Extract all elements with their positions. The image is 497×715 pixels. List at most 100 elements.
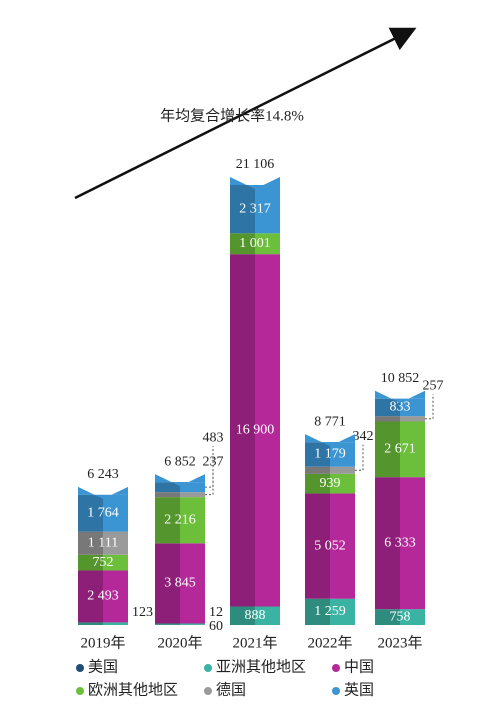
value-label: 16 900 — [236, 423, 275, 438]
bar-segment — [230, 233, 255, 255]
value-label: 1 179 — [314, 447, 346, 462]
value-label: 12 — [209, 605, 223, 620]
value-label: 123 — [132, 605, 153, 620]
bar-segment — [305, 442, 330, 467]
bar-segment — [230, 606, 255, 625]
x-tick-label: 2020年 — [157, 634, 202, 651]
value-label: 342 — [353, 429, 374, 444]
legend-label: 欧洲其他地区 — [88, 681, 178, 698]
x-tick-label: 2023年 — [377, 634, 422, 651]
bar-segment-face — [400, 398, 425, 417]
value-label: 2 317 — [239, 201, 271, 216]
value-label: 1 764 — [87, 505, 119, 520]
bar-segment-face — [180, 497, 205, 544]
legend-label: 中国 — [344, 658, 374, 675]
bar-segment-face — [330, 466, 355, 474]
bar-segment-face — [400, 609, 425, 625]
bar-segment-face — [330, 493, 355, 599]
bar-segment — [78, 570, 103, 623]
legend-swatch — [76, 687, 84, 695]
legend-label: 亚洲其他地区 — [216, 658, 306, 675]
total-label: 8 771 — [314, 414, 346, 429]
bar-segment-face — [180, 623, 205, 625]
value-label: 752 — [93, 555, 114, 570]
bar-top — [78, 486, 128, 499]
bar-segment — [375, 609, 400, 625]
bar-segment — [78, 554, 103, 571]
bar-segment-face — [103, 531, 128, 555]
bar-top — [375, 390, 425, 403]
bar-segment-face — [400, 416, 425, 422]
bar-segment-face — [330, 598, 355, 625]
value-label: 2 671 — [384, 442, 416, 457]
legend-swatch — [76, 664, 84, 672]
bar-segment — [78, 531, 103, 555]
value-label: 2 493 — [87, 589, 119, 604]
bar-segment-face — [330, 473, 355, 494]
leader-line — [205, 470, 214, 496]
bar-segment-face — [103, 622, 128, 625]
value-label: 483 — [203, 430, 224, 445]
bar-segment-face — [180, 543, 205, 624]
value-label: 758 — [390, 609, 411, 624]
value-label: 1 259 — [314, 604, 346, 619]
value-label: 1 111 — [88, 535, 118, 550]
bar-segment — [230, 185, 255, 234]
bar-segment-face — [400, 477, 425, 610]
bar-top — [230, 177, 280, 189]
bar-segment — [155, 492, 180, 498]
bar-segment-face — [400, 421, 425, 478]
value-label: 1 001 — [239, 236, 271, 251]
total-label: 6 852 — [164, 454, 196, 469]
bar-segment — [155, 623, 180, 625]
bar-top — [155, 474, 205, 487]
value-label: 2 216 — [164, 512, 196, 527]
annotation: 年均复合增长率14.8% — [160, 106, 304, 124]
bar-segment — [155, 497, 180, 544]
bar-segment-face — [180, 482, 205, 493]
legend-label: 美国 — [88, 658, 118, 675]
bar-segment-face — [255, 254, 280, 607]
bar-segment-face — [255, 606, 280, 625]
bar-segment — [375, 398, 400, 417]
bar-segment-face — [103, 554, 128, 571]
bar-segment — [305, 473, 330, 494]
bar-segment-face — [255, 185, 280, 234]
value-label: 60 — [209, 619, 223, 634]
bar-segment-face — [180, 492, 205, 498]
bar-segment — [230, 254, 255, 607]
legend-swatch — [204, 687, 212, 695]
bar-segment — [375, 421, 400, 478]
bar-segment — [375, 416, 400, 422]
total-label: 10 852 — [381, 371, 420, 386]
x-tick-label: 2019年 — [80, 634, 125, 651]
bar-segment-face — [103, 494, 128, 532]
legend-swatch — [204, 664, 212, 672]
bar-segment — [305, 493, 330, 599]
x-tick-label: 2022年 — [307, 634, 352, 651]
legend-swatch — [332, 687, 340, 695]
bar-top — [305, 434, 355, 447]
value-label: 5 052 — [314, 538, 346, 553]
legend-label: 德国 — [216, 680, 246, 698]
bar-segment — [155, 543, 180, 624]
bar-segment-face — [255, 233, 280, 255]
bar-segment — [305, 466, 330, 474]
bar-segment — [305, 598, 330, 625]
value-label: 833 — [390, 400, 411, 415]
bar-segment — [155, 482, 180, 493]
bar-segment — [78, 622, 103, 625]
total-label: 6 243 — [87, 467, 119, 482]
leader-line — [205, 446, 214, 488]
legend-label: 英国 — [344, 680, 374, 698]
bar-segment-face — [103, 570, 128, 623]
total-label: 21 106 — [236, 157, 275, 172]
growth-arrow — [74, 27, 417, 200]
value-label: 3 845 — [164, 576, 196, 591]
leader-line — [425, 394, 434, 420]
value-label: 888 — [245, 608, 266, 623]
value-label: 939 — [320, 476, 341, 491]
value-label: 257 — [423, 378, 444, 393]
legend-swatch — [332, 664, 340, 672]
